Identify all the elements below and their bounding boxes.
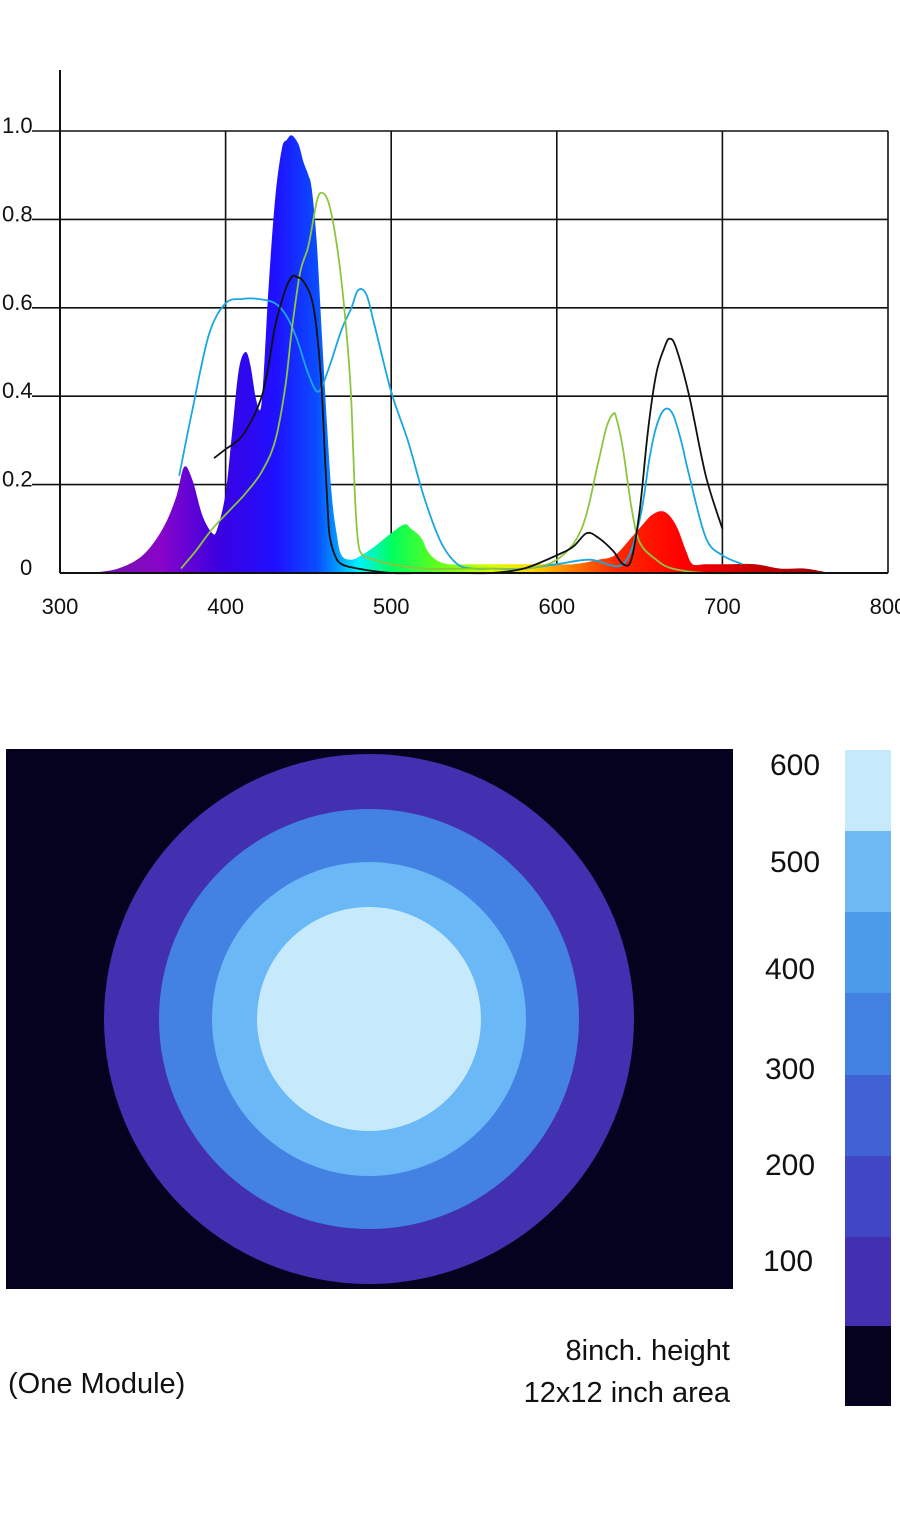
scale-swatch <box>845 1326 891 1406</box>
spectrum-area <box>89 135 831 573</box>
ppfd-color-scale <box>845 750 891 1406</box>
series-line-1 <box>178 288 743 570</box>
y-tick-label: 0.6 <box>2 290 33 315</box>
y-tick-label: 0.4 <box>2 378 33 403</box>
series-line-2 <box>180 192 740 575</box>
scale-label-400: 400 <box>764 953 816 986</box>
x-tick-label: 600 <box>538 594 575 619</box>
area-label: 12x12 inch area <box>523 1377 730 1409</box>
scale-label-300: 300 <box>764 1053 816 1086</box>
scale-label-100: 100 <box>762 1245 814 1278</box>
tick-labels: 300 400 500 600 700 800 0 0.2 0.4 0.6 0.8 1.0 <box>2 113 900 619</box>
scale-swatch <box>845 993 891 1075</box>
scale-swatch <box>845 1075 891 1156</box>
scale-swatch <box>845 831 891 912</box>
x-tick-label: 700 <box>704 594 741 619</box>
scale-label-600: 600 <box>769 749 821 782</box>
x-tick-label: 400 <box>207 594 244 619</box>
ppfd-ring-600 <box>257 907 481 1131</box>
spectrum-chart: 300 400 500 600 700 800 0 0.2 0.4 0.6 0.8 1.0 <box>2 70 900 619</box>
x-tick-label: 800 <box>870 594 900 619</box>
scale-swatch <box>845 750 891 831</box>
x-tick-label: 300 <box>42 594 79 619</box>
module-caption: (One Module) <box>8 1368 186 1400</box>
scale-swatch <box>845 912 891 993</box>
y-tick-label: 0 <box>20 555 32 580</box>
ppfd-map <box>6 749 733 1289</box>
y-tick-label: 0.8 <box>2 201 33 226</box>
scale-swatch <box>845 1237 891 1326</box>
scale-label-500: 500 <box>769 846 821 879</box>
y-tick-label: 0.2 <box>2 467 33 492</box>
x-tick-label: 500 <box>373 594 410 619</box>
height-caption: 8inch. height 12x12 inch area <box>524 1330 730 1414</box>
chart-axes <box>59 70 888 574</box>
chart-grid <box>32 130 889 573</box>
height-label: 8inch. height <box>565 1335 730 1367</box>
y-tick-label: 1.0 <box>2 113 33 138</box>
scale-swatch <box>845 1156 891 1237</box>
scale-label-200: 200 <box>764 1149 816 1182</box>
